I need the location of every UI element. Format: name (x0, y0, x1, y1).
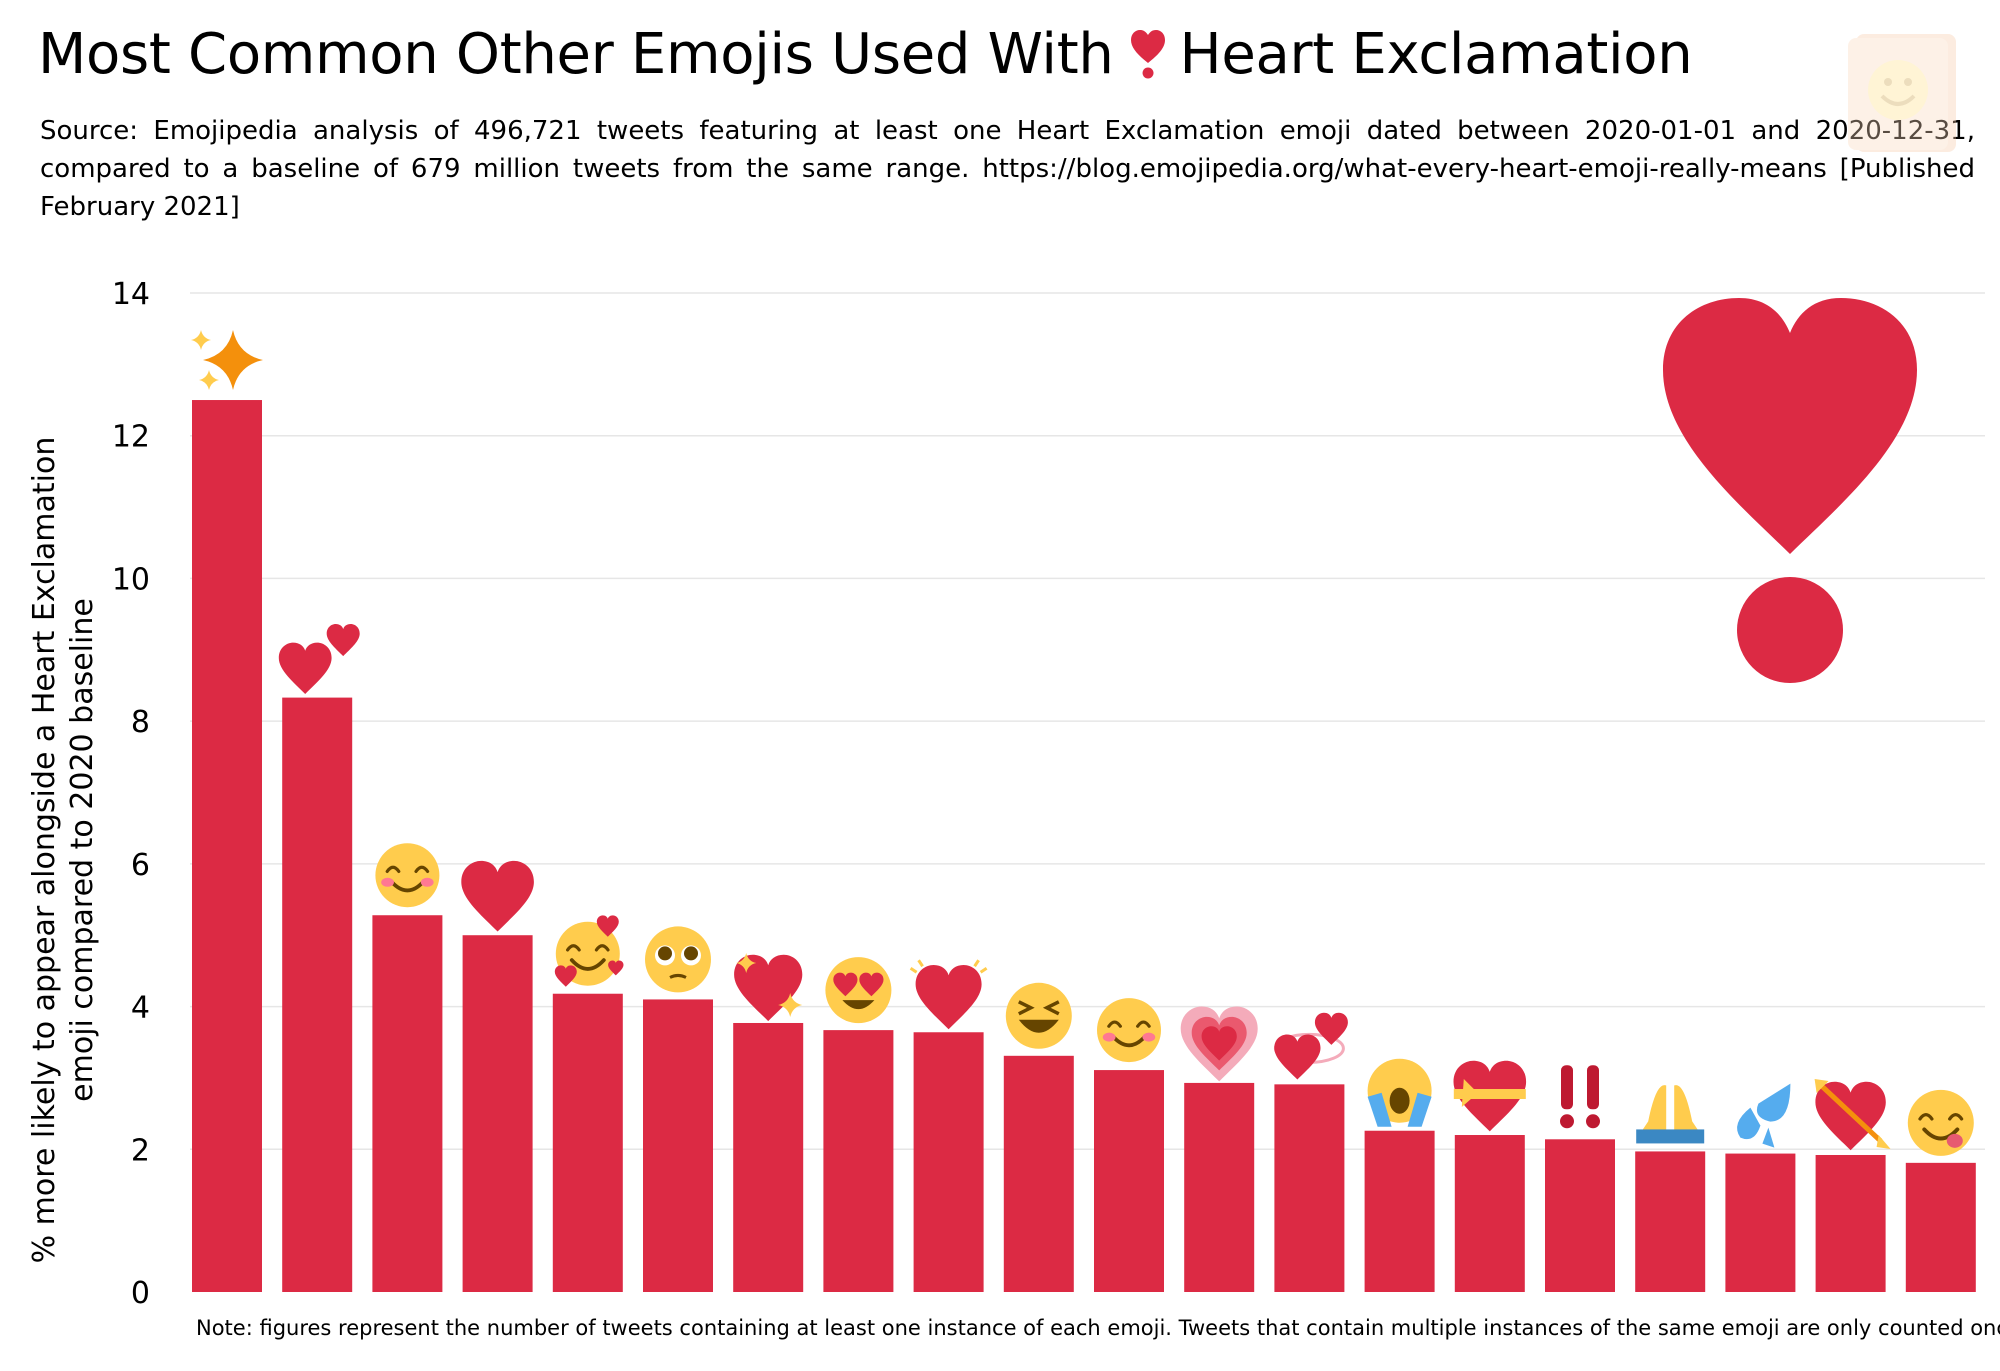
face-savoring-food-icon (1907, 1089, 1974, 1156)
heart-exclamation-icon (1130, 28, 1166, 93)
heart-with-ribbon-icon (1453, 1060, 1527, 1132)
sparkling-heart-icon (734, 952, 803, 1022)
revolving-hearts-icon (1273, 1012, 1348, 1080)
y-tick-label: 6 (131, 848, 150, 883)
bar (1815, 1154, 1886, 1292)
bar (372, 915, 443, 1292)
chart-note: Note: figures represent the number of tw… (196, 1316, 2000, 1340)
bar (1274, 1084, 1345, 1292)
bar (733, 1022, 804, 1292)
bar (1364, 1130, 1435, 1292)
bar (1003, 1055, 1074, 1292)
folded-hands-icon (1636, 1085, 1705, 1144)
growing-heart-icon (1180, 1006, 1258, 1082)
grinning-squinting-face-icon (1005, 982, 1072, 1049)
bar (282, 697, 353, 1292)
y-tick-label: 2 (131, 1133, 150, 1168)
y-tick-label: 12 (112, 420, 150, 455)
emojipedia-logo (1838, 28, 1978, 162)
y-tick-label: 0 (131, 1276, 150, 1311)
heart-exclamation-icon (1663, 298, 1917, 683)
bar (1094, 1070, 1164, 1292)
bar (1905, 1162, 1976, 1292)
sweat-droplets-icon (1737, 1083, 1791, 1148)
double-exclamation-mark-icon (1560, 1065, 1600, 1129)
bar (1454, 1135, 1525, 1292)
bar (1725, 1153, 1796, 1292)
y-tick-label: 14 (112, 277, 150, 312)
chart-subtitle: Source: Emojipedia analysis of 496,721 t… (40, 116, 1975, 222)
bar (1545, 1139, 1615, 1292)
sparkles-icon (191, 330, 263, 391)
smiling-face-with-smiling-eyes-icon (375, 843, 440, 908)
red-heart-icon (461, 860, 534, 932)
y-tick-label: 4 (131, 991, 150, 1026)
face-with-pleading-eyes-icon (645, 926, 711, 993)
bar (823, 1030, 894, 1292)
title-text-after: Heart Exclamation (1179, 22, 1693, 87)
bar (552, 993, 623, 1292)
title-text-before: Most Common Other Emojis Used With (38, 22, 1114, 87)
bar (1184, 1082, 1255, 1292)
beating-heart-icon (909, 959, 988, 1030)
loudly-crying-face-icon (1367, 1058, 1432, 1127)
bar (643, 999, 713, 1292)
smiling-face-with-heart-eyes-icon (825, 957, 892, 1024)
bar (192, 400, 262, 1292)
y-tick-label: 10 (112, 562, 150, 597)
smiling-face-with-hearts-icon (554, 915, 624, 987)
y-tick-label: 8 (131, 705, 150, 740)
two-hearts-icon (278, 623, 360, 694)
bar (462, 935, 533, 1292)
bar (1635, 1151, 1706, 1292)
y-axis-label: % more likely to appear alongside a Hear… (27, 436, 100, 1264)
smiling-face-icon (1097, 998, 1161, 1063)
heart-with-arrow-icon (1814, 1078, 1891, 1151)
chart-title: Most Common Other Emojis Used With Heart … (38, 22, 1693, 93)
bar (913, 1032, 984, 1292)
